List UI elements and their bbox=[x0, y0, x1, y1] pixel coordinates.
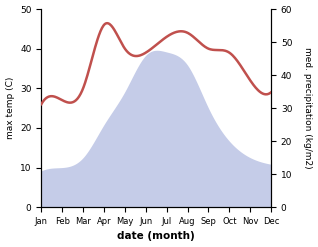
Y-axis label: med. precipitation (kg/m2): med. precipitation (kg/m2) bbox=[303, 47, 313, 169]
X-axis label: date (month): date (month) bbox=[117, 231, 195, 242]
Y-axis label: max temp (C): max temp (C) bbox=[5, 77, 15, 139]
